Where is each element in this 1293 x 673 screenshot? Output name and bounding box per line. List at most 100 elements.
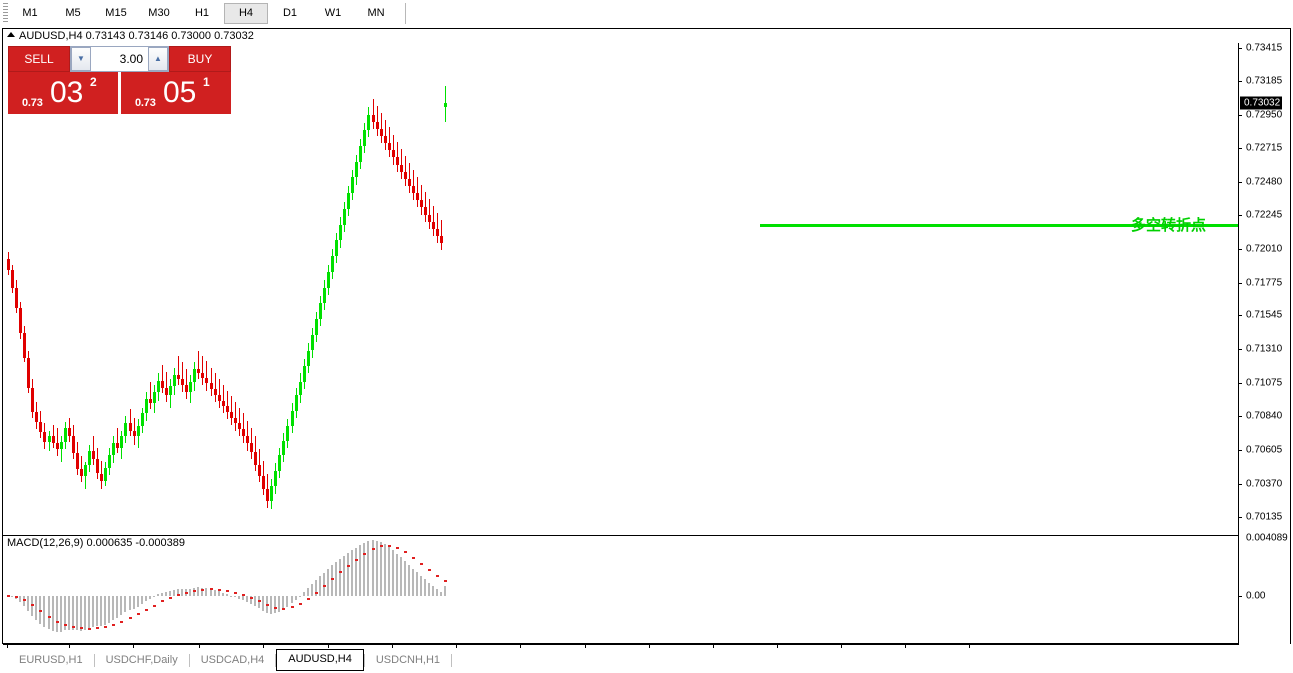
macd-histogram-bar <box>189 588 191 596</box>
buy-price-fraction: 1 <box>203 75 210 89</box>
buy-price-button[interactable]: 0.73 05 1 <box>121 72 231 114</box>
candle-wick <box>385 120 386 151</box>
macd-signal-point <box>23 598 26 601</box>
macd-signal-point <box>372 548 375 551</box>
macd-signal-point <box>412 556 415 559</box>
macd-signal-point <box>363 552 366 555</box>
macd-histogram-bar <box>246 596 248 603</box>
candle-body <box>161 380 164 388</box>
candle-wick <box>219 379 220 408</box>
macd-histogram-bar <box>416 572 418 596</box>
macd-signal-point <box>242 594 245 597</box>
macd-signal-point <box>39 610 42 613</box>
sell-price-button[interactable]: 0.73 03 2 <box>8 72 118 114</box>
volume-increase-button[interactable]: ▲ <box>148 47 168 71</box>
candle-body <box>392 150 395 158</box>
macd-histogram-bar <box>72 596 74 630</box>
price-label: 0.70135 <box>1246 511 1283 523</box>
macd-signal-point <box>153 604 156 607</box>
buy-button[interactable]: BUY <box>169 46 231 72</box>
timeframe-h1[interactable]: H1 <box>194 7 210 19</box>
macd-label: MACD(12,26,9) 0.000635 -0.000389 <box>7 537 185 549</box>
price-chart-plot[interactable] <box>3 43 1239 535</box>
chart-tab-usdcad-h4[interactable]: USDCAD,H4 <box>200 654 265 666</box>
chart-tab-eurusd-h1[interactable]: EURUSD,H1 <box>19 654 83 666</box>
chart-tab-audusd-h4[interactable]: AUDUSD,H4 <box>276 649 364 671</box>
volume-stepper[interactable]: ▼ 3.00 ▲ <box>70 46 169 72</box>
macd-scale[interactable]: 0.004089 0.00 <box>1238 532 1290 644</box>
macd-histogram-bar <box>238 596 240 599</box>
macd-signal-point <box>315 591 318 594</box>
price-scale[interactable]: 0.73415 0.73185 0.72950 0.72715 0.72480 0.722… <box>1238 43 1290 644</box>
timeframe-mn[interactable]: MN <box>367 7 385 19</box>
macd-signal-point <box>299 602 302 605</box>
one-click-trade-panel: SELL ▼ 3.00 ▲ BUY 0.73 03 <box>8 46 231 114</box>
timeframe-m1[interactable]: M1 <box>22 7 38 19</box>
timeframe-m15[interactable]: M15 <box>105 7 127 19</box>
candle-body <box>141 413 144 427</box>
candle-body <box>189 381 192 392</box>
candle-body <box>108 454 111 468</box>
timeframe-m5[interactable]: M5 <box>65 7 81 19</box>
macd-histogram-bar <box>363 542 365 596</box>
current-price-marker: 0.73032 <box>1240 96 1283 110</box>
candle-body <box>64 427 67 443</box>
macd-scale-label: 0.004089 <box>1246 532 1288 544</box>
candle-wick <box>186 369 187 400</box>
chart-tab-usdchf-daily[interactable]: USDCHF,Daily <box>105 654 178 666</box>
macd-signal-point <box>218 588 221 591</box>
candle-wick <box>413 170 414 201</box>
macd-histogram-bar <box>428 582 430 596</box>
macd-indicator-plot[interactable]: MACD(12,26,9) 0.000635 -0.000389 <box>3 536 1239 644</box>
candle-body <box>80 469 83 477</box>
sell-button[interactable]: SELL <box>8 46 70 72</box>
macd-histogram-bar <box>436 588 438 596</box>
candle-wick <box>373 98 374 129</box>
macd-signal-point <box>420 562 423 565</box>
price-label: 0.72950 <box>1246 109 1283 120</box>
chart-tab-usdcnh-h1[interactable]: USDCNH,H1 <box>375 654 441 666</box>
timeframe-w1[interactable]: W1 <box>324 7 342 19</box>
macd-signal-point <box>56 621 59 624</box>
price-tick <box>1239 449 1242 451</box>
macd-histogram-bar <box>412 568 414 596</box>
timeframe-d1[interactable]: D1 <box>282 7 298 19</box>
macd-histogram-bar <box>396 553 398 596</box>
candle-body <box>52 436 55 444</box>
macd-histogram-bar <box>84 596 86 631</box>
candle-body <box>145 399 148 414</box>
macd-histogram-bar <box>222 592 224 596</box>
candle-body <box>120 436 123 448</box>
candle-body <box>270 486 273 501</box>
price-label: 0.71310 <box>1246 343 1283 355</box>
timeframe-m30[interactable]: M30 <box>148 7 170 19</box>
price-tick <box>1239 416 1242 418</box>
macd-signal-point <box>396 547 399 550</box>
candle-body <box>367 114 370 131</box>
macd-histogram-bar <box>400 557 402 596</box>
candle-body <box>412 186 415 194</box>
toolbar-grip-handle[interactable] <box>3 3 8 24</box>
timeframe-h4[interactable]: H4 <box>224 3 268 24</box>
candle-body <box>181 379 184 385</box>
price-tick <box>1239 282 1242 284</box>
candle-body <box>96 459 99 474</box>
candle-body <box>396 157 399 165</box>
horizontal-support-line[interactable] <box>760 223 1239 227</box>
price-tick <box>1239 215 1242 217</box>
candle-wick <box>429 198 430 229</box>
macd-histogram-bar <box>52 596 54 631</box>
volume-input[interactable]: 3.00 <box>91 47 148 71</box>
volume-decrease-button[interactable]: ▼ <box>71 47 91 71</box>
price-label: 0.73185 <box>1246 75 1283 87</box>
macd-histogram-bar <box>88 596 90 629</box>
macd-signal-point <box>120 620 123 623</box>
tab-separator <box>451 653 453 667</box>
macd-histogram-bar <box>327 568 329 596</box>
candle-wick <box>202 356 203 385</box>
macd-signal-point <box>266 604 269 607</box>
macd-histogram-bar <box>218 591 220 596</box>
macd-histogram-bar <box>19 596 21 603</box>
candle-body <box>327 271 330 288</box>
